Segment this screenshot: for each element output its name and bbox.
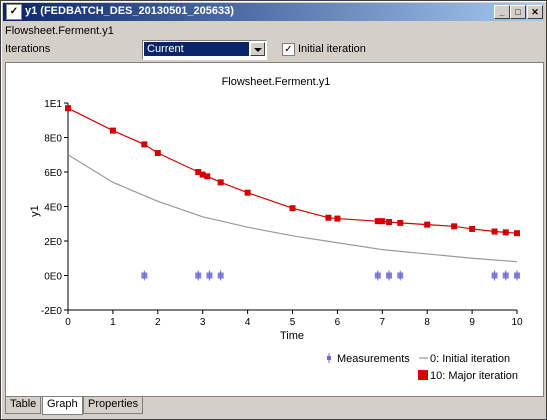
x-tick-label: 8 (424, 317, 430, 328)
major-iteration-point (424, 222, 430, 228)
major-iteration-point (492, 229, 498, 235)
major-iteration-point (386, 219, 392, 225)
measurement-point (375, 271, 381, 281)
chart-title: Flowsheet.Ferment.y1 (222, 76, 331, 88)
chart: Flowsheet.Ferment.y1 0 1 2 3 4 5 6 7 8 9 10 -2E0 0E0… (6, 63, 543, 396)
y-tick-label: 1E1 (44, 99, 62, 110)
measurement-point (397, 271, 403, 281)
chevron-down-icon[interactable] (250, 42, 265, 56)
maximize-button[interactable]: □ (510, 5, 526, 19)
legend-measurements-square (327, 356, 331, 360)
maximize-icon: □ (515, 7, 520, 17)
chart-legend: Measurements 0: Initial iteration 10: Majo… (327, 353, 518, 382)
legend-major-iteration-label: 10: Major iteration (430, 370, 518, 382)
legend-initial-iteration-label: 0: Initial iteration (430, 353, 510, 365)
x-tick-label: 5 (290, 317, 296, 328)
tab-graph[interactable]: Graph (42, 397, 83, 415)
major-iteration-point (141, 141, 147, 147)
major-iteration-point (245, 190, 251, 196)
measurement-point (141, 271, 147, 281)
major-iteration-point (155, 150, 161, 156)
initial-iteration-label: Initial iteration (298, 43, 366, 55)
major-iteration-point (218, 179, 224, 185)
major-iteration-point (110, 128, 116, 134)
tab-properties[interactable]: Properties (83, 397, 143, 414)
window-title: y1 (FEDBATCH_DES_20130501_205633) (25, 5, 234, 17)
major-iteration-point (514, 230, 520, 236)
chart-series (65, 105, 520, 280)
x-tick-label: 0 (65, 317, 71, 328)
major-iteration-point (469, 226, 475, 232)
major-iteration-point (204, 173, 210, 179)
initial-iteration-checkbox[interactable]: ✓ (282, 43, 295, 56)
measurement-point (492, 271, 498, 281)
major-iteration-point (290, 205, 296, 211)
close-button[interactable]: ✕ (527, 5, 543, 19)
x-axis-label: Time (280, 330, 304, 342)
major-iteration-point (334, 216, 340, 222)
measurement-point (206, 271, 212, 281)
legend-measurements-icon (327, 353, 331, 363)
plot-panel: Flowsheet.Ferment.y1 0 1 2 3 4 5 6 7 8 9 10 -2E0 0E0… (5, 62, 544, 397)
tab-table[interactable]: Table (5, 397, 41, 414)
minimize-icon: _ (499, 7, 504, 17)
x-tick-label: 6 (335, 317, 341, 328)
x-tick-label: 2 (155, 317, 161, 328)
close-icon: ✕ (531, 7, 539, 17)
major-iteration-point (397, 220, 403, 226)
iterations-label: Iterations (5, 43, 50, 55)
measurement-point (386, 271, 392, 281)
x-tick-label: 10 (511, 317, 523, 328)
checkmark-icon: ✓ (284, 44, 292, 55)
y-tick-label: -2E0 (41, 306, 63, 317)
x-tick-label: 9 (469, 317, 475, 328)
x-tick-label: 7 (380, 317, 386, 328)
series-major-iteration (68, 108, 517, 233)
major-iteration-point (451, 223, 457, 229)
measurement-point (218, 271, 224, 281)
y-tick-label: 4E0 (44, 203, 62, 214)
minimize-button[interactable]: _ (494, 5, 510, 19)
x-tick-label: 4 (245, 317, 251, 328)
major-iteration-point (503, 229, 509, 235)
major-iteration-point (379, 218, 385, 224)
y-tick-label: 2E0 (44, 237, 62, 248)
app-icon[interactable]: ✓ (6, 4, 22, 20)
measurement-point (503, 271, 509, 281)
iterations-selected-value: Current (144, 42, 249, 56)
title-bar[interactable]: ✓ y1 (FEDBATCH_DES_20130501_205633) _ □ … (3, 3, 544, 21)
measurement-point (195, 271, 201, 281)
iterations-dropdown[interactable]: Current (142, 40, 267, 60)
variable-path-label: Flowsheet.Ferment.y1 (5, 25, 114, 37)
x-tick-label: 3 (200, 317, 206, 328)
y-axis-label: y1 (29, 205, 41, 217)
legend-measurements-label: Measurements (337, 353, 410, 365)
y-tick-label: 0E0 (44, 272, 62, 283)
legend-major-iteration-icon (418, 370, 428, 380)
major-iteration-point (65, 105, 71, 111)
major-iteration-point (325, 215, 331, 221)
y-tick-label: 6E0 (44, 168, 62, 179)
y-tick-label: 8E0 (44, 134, 62, 145)
measurement-point (514, 271, 520, 281)
x-tick-label: 1 (110, 317, 116, 328)
